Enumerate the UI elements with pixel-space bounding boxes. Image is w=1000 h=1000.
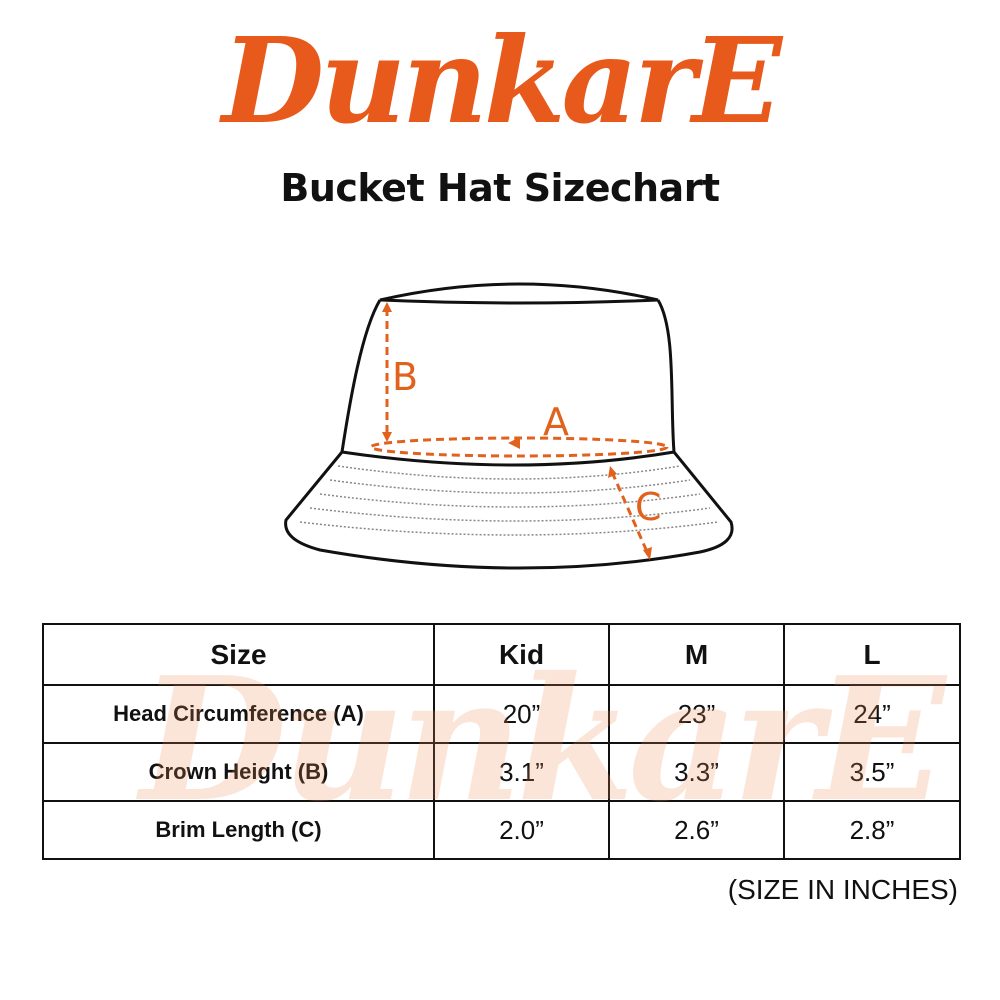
label-a: A	[543, 400, 569, 444]
arrow-b-up-icon	[382, 302, 392, 312]
header-m: M	[608, 623, 785, 686]
row-label: Head Circumference (A)	[42, 684, 435, 744]
cell-l: 2.8”	[783, 800, 961, 860]
page-title: Bucket Hat Sizechart	[280, 166, 720, 210]
cell-m: 2.6”	[608, 800, 785, 860]
brim-stitching	[299, 465, 719, 536]
brand-logo: DunkarE	[221, 11, 782, 150]
bucket-hat-diagram: B A C	[284, 282, 734, 570]
arrow-c-up-icon	[608, 466, 617, 478]
header-l: L	[783, 623, 961, 686]
row-label: Brim Length (C)	[42, 800, 435, 860]
cell-l: 24”	[783, 684, 961, 744]
row-label: Crown Height (B)	[42, 742, 435, 802]
table-row: Brim Length (C) 2.0” 2.6” 2.8”	[42, 800, 961, 860]
cell-kid: 20”	[433, 684, 610, 744]
table-row: Crown Height (B) 3.1” 3.3” 3.5”	[42, 742, 961, 802]
measure-c-line	[610, 471, 650, 555]
arrow-a-icon	[508, 437, 520, 449]
label-b: B	[392, 355, 418, 399]
crown-side-left	[340, 299, 382, 453]
cell-m: 23”	[608, 684, 785, 744]
table-row: Head Circumference (A) 20” 23” 24”	[42, 684, 961, 744]
table-header-row: Size Kid M L	[42, 623, 961, 686]
units-note: (SIZE IN INCHES)	[727, 874, 958, 905]
header-size: Size	[42, 623, 435, 686]
arrow-b-down-icon	[382, 432, 392, 442]
crown-side-right	[656, 299, 676, 453]
cell-kid: 3.1”	[433, 742, 610, 802]
size-table: Size Kid M L Head Circumference (A) 20” …	[42, 623, 961, 860]
crown-top	[379, 282, 659, 305]
cell-m: 3.3”	[608, 742, 785, 802]
label-c: C	[635, 485, 662, 529]
cell-kid: 2.0”	[433, 800, 610, 860]
brim	[284, 450, 734, 570]
cell-l: 3.5”	[783, 742, 961, 802]
header-kid: Kid	[433, 623, 610, 686]
arrow-c-down-icon	[643, 547, 652, 560]
